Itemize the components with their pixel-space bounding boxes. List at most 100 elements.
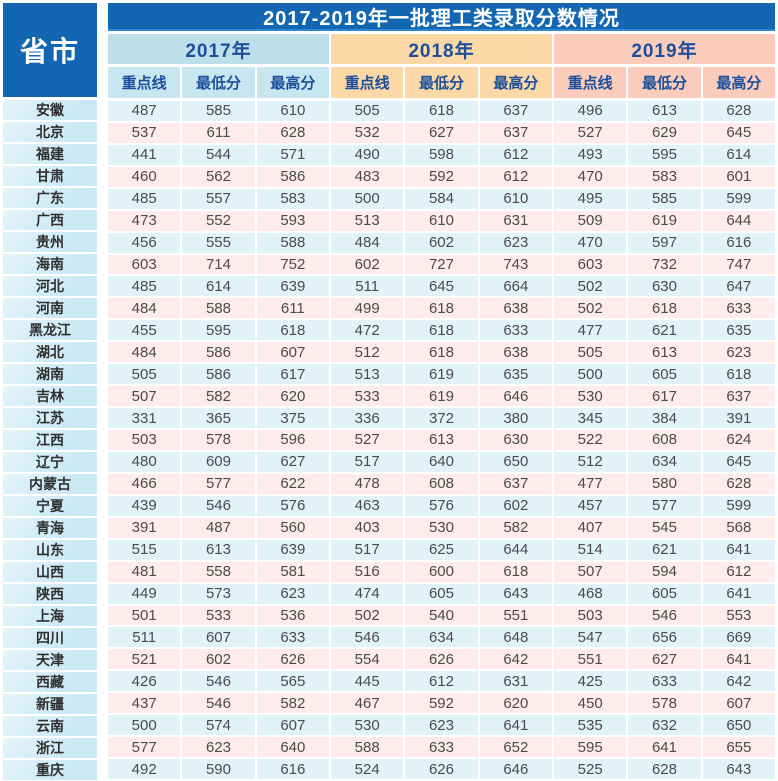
province-label: 河南 — [3, 298, 97, 318]
province-label: 广西 — [3, 210, 97, 230]
score-cell: 620 — [256, 386, 329, 407]
score-cell: 588 — [182, 298, 255, 319]
score-cell: 732 — [628, 254, 701, 275]
score-cell: 530 — [405, 517, 478, 538]
score-cell: 621 — [628, 320, 701, 341]
table-row: 481 558 581 516 600 618 507 594 612 — [108, 561, 775, 582]
score-cell: 595 — [628, 144, 701, 165]
province-label: 云南 — [3, 716, 97, 736]
score-cell: 525 — [554, 759, 627, 779]
score-cell: 610 — [479, 188, 552, 209]
column-header-2017-keyline: 重点线 — [108, 67, 181, 98]
table-row: 439 546 576 463 576 602 457 577 599 — [108, 495, 775, 516]
score-cell: 480 — [108, 451, 181, 472]
table-row: 505 586 617 513 619 635 500 605 618 — [108, 364, 775, 385]
score-cell: 505 — [554, 342, 627, 363]
score-cell: 618 — [256, 320, 329, 341]
score-cell: 384 — [628, 408, 701, 429]
table-row: 521 602 626 554 626 642 551 627 641 — [108, 649, 775, 670]
score-cell: 439 — [108, 495, 181, 516]
score-cell: 502 — [554, 298, 627, 319]
score-cell: 484 — [108, 342, 181, 363]
score-cell: 630 — [479, 430, 552, 450]
column-header-2017-max: 最高分 — [256, 67, 329, 98]
score-cell: 441 — [108, 144, 181, 165]
score-cell: 643 — [702, 759, 775, 779]
table-row: 437 546 582 467 592 620 450 578 607 — [108, 693, 775, 714]
table-row: 537 611 628 532 627 637 527 629 645 — [108, 122, 775, 143]
score-cell: 503 — [554, 605, 627, 626]
score-cell: 626 — [405, 649, 478, 670]
table-row: 455 595 618 472 618 633 477 621 635 — [108, 320, 775, 341]
score-cell: 641 — [702, 583, 775, 604]
score-cell: 578 — [182, 430, 255, 450]
score-cell: 622 — [256, 473, 329, 494]
score-cell: 577 — [108, 737, 181, 758]
score-cell: 639 — [256, 539, 329, 560]
year-header-2019: 2019年 — [554, 34, 775, 64]
score-cell: 618 — [405, 298, 478, 319]
score-cell: 607 — [256, 342, 329, 363]
province-label: 新疆 — [3, 694, 97, 714]
score-cell: 583 — [256, 188, 329, 209]
score-cell: 513 — [331, 210, 404, 231]
score-cell: 632 — [628, 715, 701, 736]
table-row: 473 552 593 513 610 631 509 619 644 — [108, 210, 775, 231]
score-cell: 455 — [108, 320, 181, 341]
table-row: 426 546 565 445 612 631 425 633 642 — [108, 671, 775, 692]
score-cell: 623 — [182, 737, 255, 758]
score-cell: 602 — [331, 254, 404, 275]
score-cell: 643 — [479, 583, 552, 604]
score-cell: 514 — [554, 539, 627, 560]
score-cell: 600 — [405, 561, 478, 582]
score-cell: 650 — [702, 715, 775, 736]
score-cell: 642 — [702, 671, 775, 692]
score-cell: 473 — [108, 210, 181, 231]
score-cell: 599 — [702, 188, 775, 209]
score-cell: 530 — [331, 715, 404, 736]
score-cell: 533 — [182, 605, 255, 626]
score-cell: 614 — [702, 144, 775, 165]
score-cell: 590 — [182, 759, 255, 779]
score-cell: 619 — [405, 364, 478, 385]
score-cell: 515 — [108, 539, 181, 560]
score-cell: 638 — [479, 342, 552, 363]
year-header-2018: 2018年 — [331, 34, 552, 64]
score-cell: 555 — [182, 232, 255, 253]
score-cell: 527 — [331, 430, 404, 450]
score-cell: 618 — [405, 101, 478, 121]
province-label: 重庆 — [3, 760, 97, 780]
score-cell: 551 — [479, 605, 552, 626]
score-cell: 608 — [405, 473, 478, 494]
score-cell: 586 — [256, 166, 329, 187]
score-cell: 588 — [331, 737, 404, 758]
score-cell: 532 — [331, 122, 404, 143]
score-cell: 500 — [108, 715, 181, 736]
score-cell: 602 — [405, 232, 478, 253]
province-label: 辽宁 — [3, 452, 97, 472]
score-cell: 578 — [628, 693, 701, 714]
score-cell: 484 — [108, 298, 181, 319]
score-cell: 612 — [405, 671, 478, 692]
score-cell: 633 — [256, 627, 329, 648]
score-cell: 623 — [702, 342, 775, 363]
score-cell: 492 — [108, 759, 181, 779]
score-cell: 641 — [702, 649, 775, 670]
score-cell: 501 — [108, 605, 181, 626]
province-label: 上海 — [3, 606, 97, 626]
score-cell: 505 — [108, 364, 181, 385]
score-cell: 640 — [256, 737, 329, 758]
score-cell: 618 — [628, 298, 701, 319]
score-cell: 655 — [702, 737, 775, 758]
score-cell: 617 — [256, 364, 329, 385]
score-cell: 585 — [628, 188, 701, 209]
score-cell: 583 — [628, 166, 701, 187]
score-cell: 516 — [331, 561, 404, 582]
score-cell: 607 — [702, 693, 775, 714]
score-cell: 602 — [479, 495, 552, 516]
score-cell: 495 — [554, 188, 627, 209]
score-cell: 463 — [331, 495, 404, 516]
province-label: 安徽 — [3, 100, 97, 120]
score-cell: 628 — [628, 759, 701, 779]
score-cell: 511 — [108, 627, 181, 648]
